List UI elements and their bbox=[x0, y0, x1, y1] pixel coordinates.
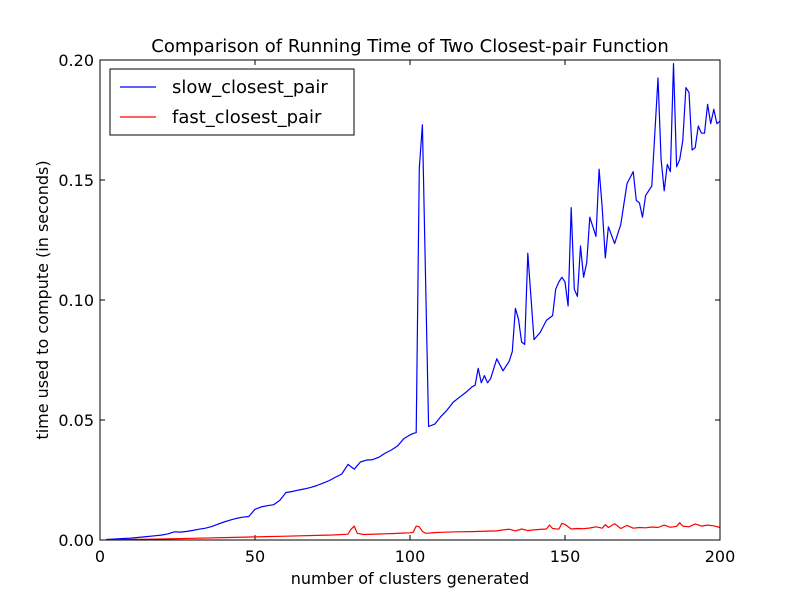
legend-label-fast: fast_closest_pair bbox=[172, 107, 322, 128]
series-line-slow-closest-pair bbox=[106, 62, 721, 541]
series-lines bbox=[106, 62, 721, 541]
series-line-fast-closest-pair bbox=[106, 522, 721, 541]
x-tick-label: 150 bbox=[550, 547, 581, 566]
plot-frame bbox=[99, 59, 721, 541]
x-tick-label: 50 bbox=[245, 547, 265, 566]
y-tick-label: 0.00 bbox=[58, 531, 94, 550]
y-tick-label: 0.20 bbox=[58, 51, 94, 70]
y-tick-label: 0.15 bbox=[58, 171, 94, 190]
legend-box bbox=[109, 68, 355, 136]
x-axis-label: number of clusters generated bbox=[291, 569, 530, 588]
legend: slow_closest_pair fast_closest_pair bbox=[109, 68, 355, 136]
x-tick-label: 200 bbox=[705, 547, 736, 566]
y-tick-label: 0.10 bbox=[58, 291, 94, 310]
legend-label-slow: slow_closest_pair bbox=[172, 77, 328, 98]
axis-ticks: 0 50 100 150 200 0.00 0.05 0.10 0.15 0.20 bbox=[58, 51, 735, 566]
x-tick-label: 100 bbox=[395, 547, 426, 566]
y-tick-label: 0.05 bbox=[58, 411, 94, 430]
y-axis-label: time used to compute (in seconds) bbox=[33, 160, 52, 439]
x-tick-label: 0 bbox=[95, 547, 105, 566]
chart-title: Comparison of Running Time of Two Closes… bbox=[151, 36, 668, 57]
